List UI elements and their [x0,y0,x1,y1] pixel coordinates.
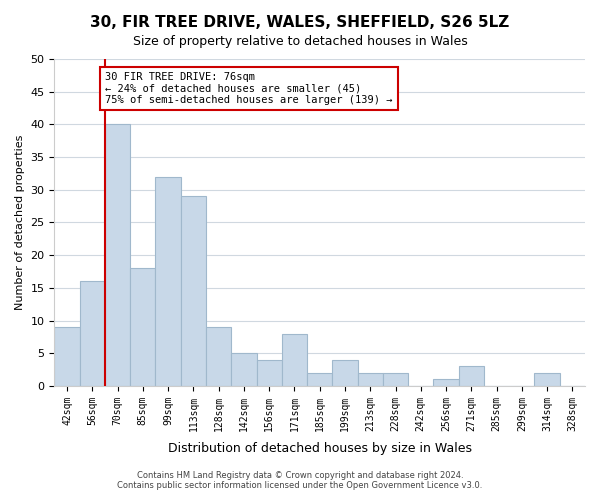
Text: 30, FIR TREE DRIVE, WALES, SHEFFIELD, S26 5LZ: 30, FIR TREE DRIVE, WALES, SHEFFIELD, S2… [91,15,509,30]
Bar [130,268,155,386]
Bar [307,373,332,386]
Bar [155,176,181,386]
Bar [433,380,458,386]
Bar [282,334,307,386]
Bar [535,373,560,386]
Bar [80,282,105,386]
Text: 30 FIR TREE DRIVE: 76sqm
← 24% of detached houses are smaller (45)
75% of semi-d: 30 FIR TREE DRIVE: 76sqm ← 24% of detach… [105,72,392,106]
Y-axis label: Number of detached properties: Number of detached properties [15,135,25,310]
Bar [257,360,282,386]
X-axis label: Distribution of detached houses by size in Wales: Distribution of detached houses by size … [168,442,472,455]
Bar [383,373,408,386]
Bar [206,327,231,386]
Bar [358,373,383,386]
Bar [55,327,80,386]
Bar [105,124,130,386]
Bar [458,366,484,386]
Text: Size of property relative to detached houses in Wales: Size of property relative to detached ho… [133,35,467,48]
Bar [231,353,257,386]
Bar [332,360,358,386]
Bar [181,196,206,386]
Text: Contains HM Land Registry data © Crown copyright and database right 2024.
Contai: Contains HM Land Registry data © Crown c… [118,470,482,490]
